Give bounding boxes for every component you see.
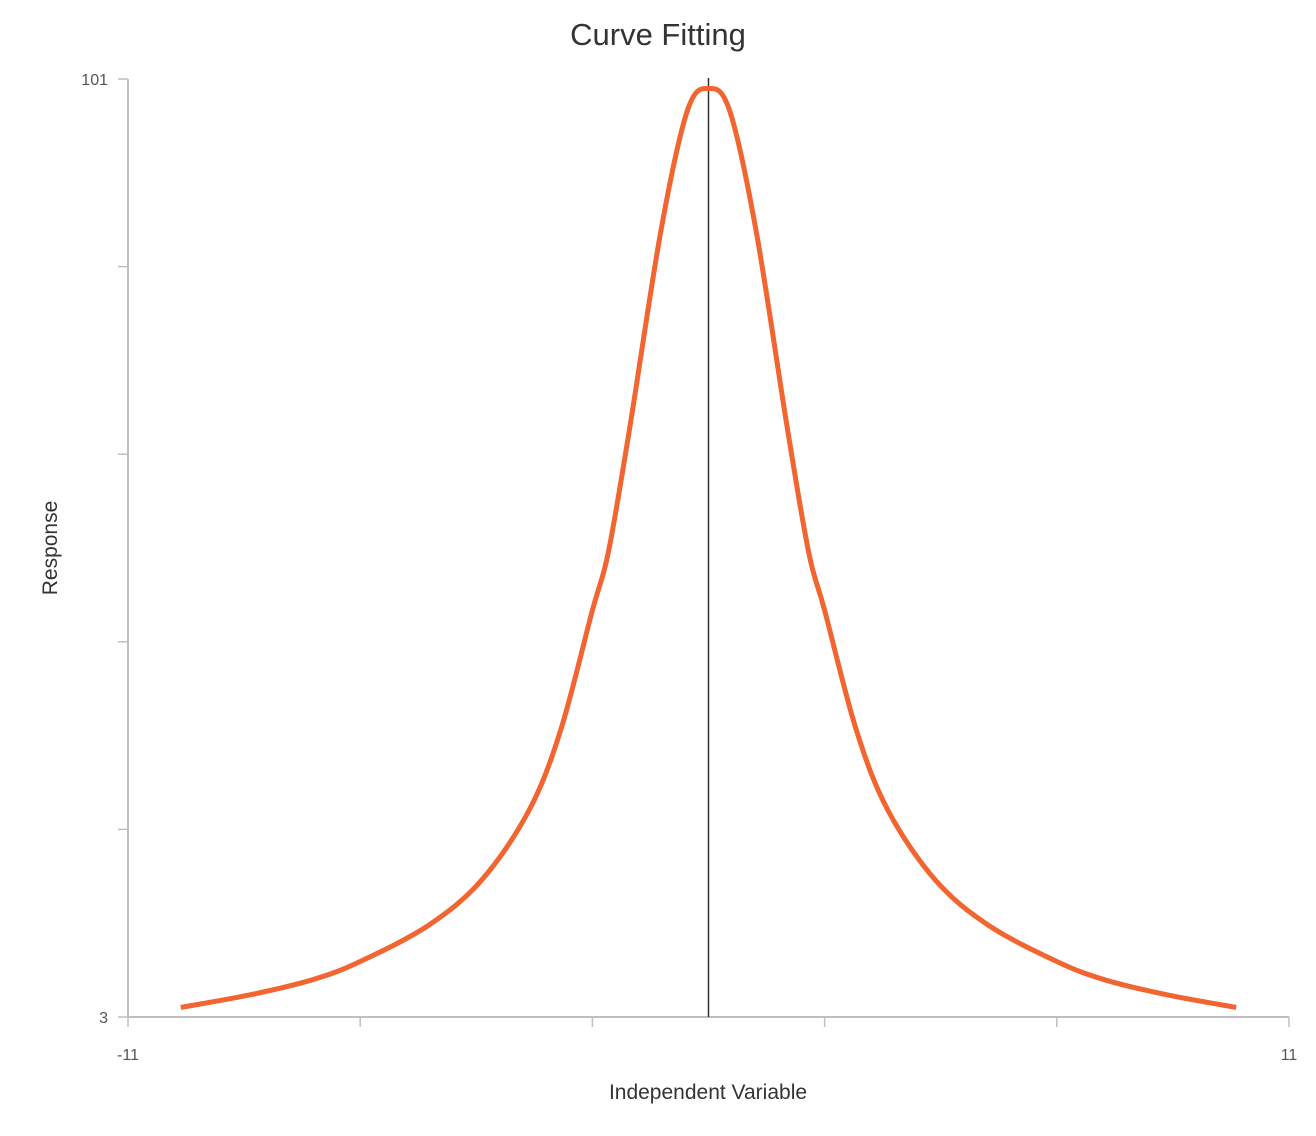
y-axis: 101 3 Response [39, 72, 129, 1027]
y-axis-label: Response [39, 501, 62, 596]
x-tick-max: 11 [1281, 1047, 1298, 1064]
x-axis-label: Independent Variable [609, 1081, 807, 1104]
chart-title: Curve Fitting [570, 17, 746, 52]
x-axis: -11 11 Independent Variable [117, 1016, 1298, 1104]
x-tick-min: -11 [117, 1047, 139, 1064]
y-tick-min: 3 [99, 1010, 108, 1027]
y-tick-max: 101 [81, 72, 108, 89]
fit-curve-line [180, 86, 1237, 1010]
